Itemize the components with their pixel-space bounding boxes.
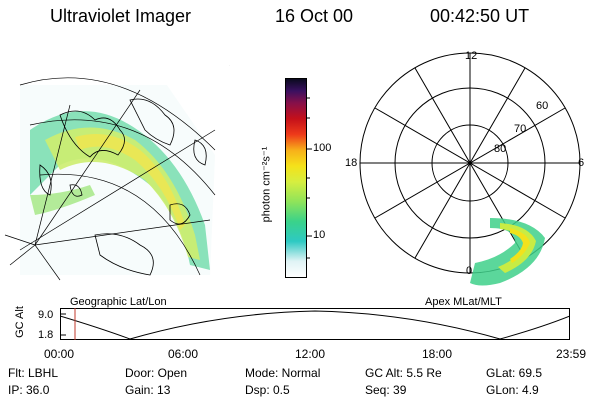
ip-info: IP: 36.0	[8, 383, 50, 397]
polar-label-lat80: 80	[494, 143, 507, 155]
seq-info: Seq: 39	[365, 383, 407, 397]
x-tick-0600: 06:00	[168, 347, 199, 361]
x-tick-2359: 23:59	[556, 347, 587, 361]
polar-label-lat70: 70	[514, 123, 527, 135]
dsp-info: Dsp: 0.5	[245, 383, 290, 397]
altitude-y-tick-9: 9.0	[38, 309, 54, 321]
polar-label-18: 18	[345, 157, 358, 169]
polar-label-6: 6	[578, 157, 585, 169]
altitude-y-tick-1-8: 1.8	[38, 329, 54, 341]
time-label: 00:42:50 UT	[430, 6, 530, 26]
gain-info: Gain: 13	[125, 383, 171, 397]
altitude-y-label: GC Alt	[13, 306, 26, 338]
x-tick-1800: 18:00	[422, 347, 453, 361]
colorbar-unit-label: photon cm⁻²s⁻¹	[260, 146, 273, 223]
door-info: Door: Open	[125, 366, 188, 380]
x-tick-0000: 00:00	[44, 347, 75, 361]
x-tick-1200: 12:00	[295, 347, 326, 361]
gc-alt-info: GC Alt: 5.5 Re	[365, 366, 442, 380]
colorbar-tick-100: 100	[313, 142, 332, 154]
apex-label: Apex MLat/MLT	[425, 296, 502, 308]
mode-info: Mode: Normal	[245, 366, 321, 380]
geographic-map-image	[4, 65, 230, 281]
geographic-label: Geographic Lat/Lon	[70, 296, 167, 308]
altitude-timeline-plot	[60, 308, 570, 340]
polar-label-0: 0	[466, 265, 473, 277]
polar-label-12: 12	[465, 50, 478, 62]
filter-info: Flt: LBHL	[8, 366, 59, 380]
glat-info: GLat: 69.5	[486, 366, 543, 380]
instrument-title: Ultraviolet Imager	[50, 6, 192, 26]
polar-label-lat60: 60	[536, 100, 549, 112]
polar-map-image	[359, 52, 581, 286]
glon-info: GLon: 4.9	[486, 383, 539, 397]
colorbar-tick-10: 10	[313, 229, 326, 241]
date-label: 16 Oct 00	[275, 6, 354, 26]
colorbar-axis	[307, 97, 312, 259]
intensity-colorbar	[285, 78, 307, 278]
